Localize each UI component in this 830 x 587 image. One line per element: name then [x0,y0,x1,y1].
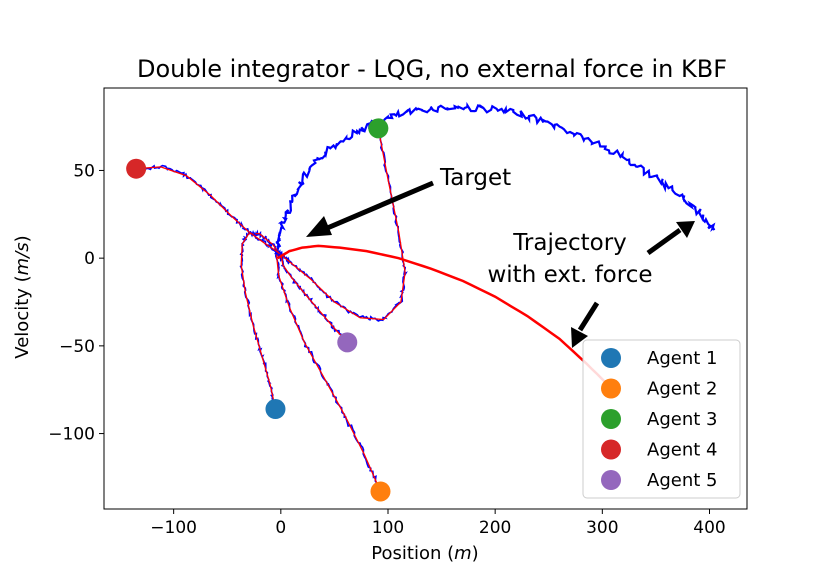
x-tick-label: 200 [479,518,511,538]
agent-3-true-trace [280,128,406,321]
x-axis-label: Position (m) [371,543,478,564]
annotation-trajectory-line2: with ext. force [487,262,652,288]
agent-3-marker [368,118,389,139]
x-tick-label: 0 [275,518,286,538]
x-tick-label: −100 [150,518,197,538]
legend-label-agent-4: Agent 4 [647,440,717,461]
plot-area: −100 0 100 200 300 400 500−50−100 [48,87,748,538]
y-tick-label: −100 [48,425,95,445]
annotation-target: Target [439,165,511,191]
x-ticks: −100 0 100 200 300 400 [150,509,726,538]
legend-label-agent-3: Agent 3 [647,409,717,430]
y-ticks: 50 0 −50 −100 [48,161,104,445]
x-tick-label: 300 [586,518,618,538]
legend-label-agent-2: Agent 2 [647,379,717,400]
arrow-upright-head [676,221,695,238]
legend-label-agent-5: Agent 5 [647,470,717,491]
legend-marker-agent-2 [601,378,621,399]
legend-marker-agent-5 [601,470,621,490]
annotation-trajectory-line1: Trajectory [512,230,627,256]
y-tick-label: 0 [84,249,95,269]
legend-marker-agent-1 [601,348,621,368]
agent-4-marker [126,158,147,179]
legend-marker-agent-4 [601,439,621,460]
legend: Agent 1 Agent 2 Agent 3 Agent 4 Agent 5 [582,339,741,499]
agent-5-true-trace [280,254,348,343]
estimate-arc [273,101,716,256]
chart-title: Double integrator - LQG, no external for… [137,55,727,83]
arrow-target-head [306,216,332,237]
agent-1-true-trace [240,232,282,410]
y-tick-label: 50 [73,161,95,181]
agent-2-marker [370,481,391,502]
legend-box [582,339,741,499]
arrow-upright [646,227,682,256]
legend-marker-agent-3 [601,409,621,429]
arrow-down-head [571,327,588,348]
agent-1-marker [265,399,286,420]
agent-markers [126,118,391,502]
agent-4-true-trace [136,166,282,256]
y-tick-label: −50 [59,337,95,357]
arrow-down [577,301,600,332]
annotations: Target Trajectory with ext. force [306,165,695,348]
legend-label-agent-1: Agent 1 [647,348,717,369]
true-arc-with-force [276,244,609,386]
agent-2-true-trace [275,253,382,492]
arrow-target [324,180,434,232]
traces [135,101,716,494]
y-axis-label: Velocity (m/s) [12,235,33,358]
agent-5-marker [337,332,358,353]
x-tick-label: 400 [693,518,725,538]
x-tick-label: 100 [372,518,404,538]
